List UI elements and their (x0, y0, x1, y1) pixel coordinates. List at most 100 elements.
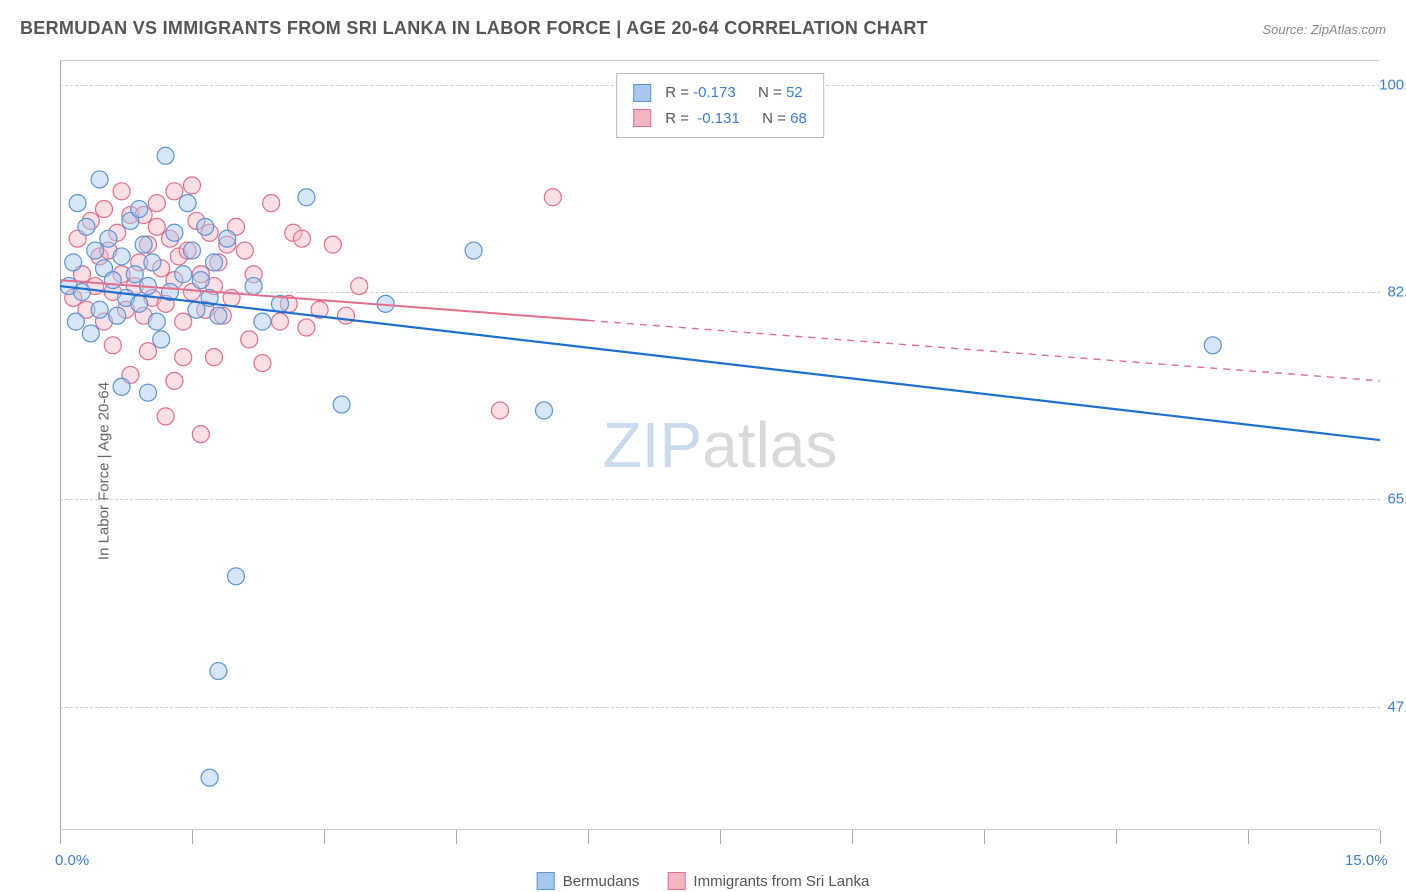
data-point (175, 349, 192, 366)
data-point (140, 384, 157, 401)
data-point (210, 307, 227, 324)
data-point (175, 313, 192, 330)
data-point (1204, 337, 1221, 354)
data-point (254, 355, 271, 372)
data-point (197, 218, 214, 235)
legend-row-bermudans: R = -0.173 N = 52 (633, 80, 807, 106)
x-tick (720, 830, 721, 844)
x-tick (456, 830, 457, 844)
data-point (153, 331, 170, 348)
data-point (210, 663, 227, 680)
data-point (113, 248, 130, 265)
series-legend: Bermudans Immigrants from Sri Lanka (537, 872, 870, 890)
data-point (272, 313, 289, 330)
data-point (148, 195, 165, 212)
data-point (67, 313, 84, 330)
data-point (140, 343, 157, 360)
data-point (135, 236, 152, 253)
data-point (294, 230, 311, 247)
data-point (69, 195, 86, 212)
x-axis-ticks (60, 830, 1380, 846)
data-point (492, 402, 509, 419)
data-point (192, 426, 209, 443)
data-point (157, 147, 174, 164)
swatch-sri-lanka-icon (667, 872, 685, 890)
data-point (113, 183, 130, 200)
x-tick (852, 830, 853, 844)
data-point (241, 331, 258, 348)
data-point (544, 189, 561, 206)
x-axis-min-label: 0.0% (55, 852, 89, 869)
x-axis-max-label: 15.0% (1345, 852, 1388, 869)
data-point (82, 325, 99, 342)
data-point (148, 313, 165, 330)
x-tick (1116, 830, 1117, 844)
data-point (166, 183, 183, 200)
legend-item-bermudans: Bermudans (537, 872, 640, 890)
data-point (184, 242, 201, 259)
data-point (351, 278, 368, 295)
data-point (179, 195, 196, 212)
data-point (298, 319, 315, 336)
data-point (126, 266, 143, 283)
swatch-bermudans (633, 84, 651, 102)
x-tick (60, 830, 61, 844)
data-point (228, 568, 245, 585)
data-point (536, 402, 553, 419)
legend-label-bermudans: Bermudans (563, 873, 640, 890)
x-tick (588, 830, 589, 844)
data-point (192, 272, 209, 289)
data-point (87, 242, 104, 259)
data-point (104, 272, 121, 289)
data-point (245, 278, 262, 295)
x-tick (1380, 830, 1381, 844)
swatch-sri-lanka (633, 109, 651, 127)
plot-area: ZIPatlas R = -0.173 N = 52 R = -0.131 N … (60, 60, 1380, 830)
correlation-legend: R = -0.173 N = 52 R = -0.131 N = 68 (616, 73, 824, 138)
data-point (206, 254, 223, 271)
data-point (91, 301, 108, 318)
x-tick (984, 830, 985, 844)
data-point (201, 769, 218, 786)
data-point (188, 301, 205, 318)
data-point (465, 242, 482, 259)
data-point (338, 307, 355, 324)
source-attribution: Source: ZipAtlas.com (1262, 22, 1386, 37)
stat-r-label: R = -0.131 (661, 106, 740, 132)
x-tick (1248, 830, 1249, 844)
x-tick (192, 830, 193, 844)
data-point (298, 189, 315, 206)
data-point (184, 177, 201, 194)
trend-line-dashed (588, 320, 1380, 380)
plot-svg (60, 61, 1380, 829)
data-point (113, 378, 130, 395)
legend-item-sri-lanka: Immigrants from Sri Lanka (667, 872, 869, 890)
data-point (324, 236, 341, 253)
data-point (333, 396, 350, 413)
chart-title: BERMUDAN VS IMMIGRANTS FROM SRI LANKA IN… (20, 18, 928, 39)
data-point (78, 218, 95, 235)
data-point (166, 224, 183, 241)
data-point (206, 349, 223, 366)
data-point (131, 295, 148, 312)
data-point (109, 307, 126, 324)
stat-r-label: R = -0.173 (661, 80, 735, 106)
data-point (175, 266, 192, 283)
data-point (100, 230, 117, 247)
data-point (263, 195, 280, 212)
data-point (254, 313, 271, 330)
chart-container: In Labor Force | Age 20-64 ZIPatlas R = … (0, 50, 1406, 892)
data-point (74, 284, 91, 301)
legend-row-sri-lanka: R = -0.131 N = 68 (633, 106, 807, 132)
data-point (96, 201, 113, 218)
data-point (144, 254, 161, 271)
data-point (166, 372, 183, 389)
swatch-bermudans-icon (537, 872, 555, 890)
data-point (148, 218, 165, 235)
legend-label-sri-lanka: Immigrants from Sri Lanka (693, 873, 869, 890)
stat-n-label: N = 68 (750, 106, 807, 132)
data-point (104, 337, 121, 354)
data-point (236, 242, 253, 259)
data-point (131, 201, 148, 218)
stat-n-label: N = 52 (746, 80, 803, 106)
